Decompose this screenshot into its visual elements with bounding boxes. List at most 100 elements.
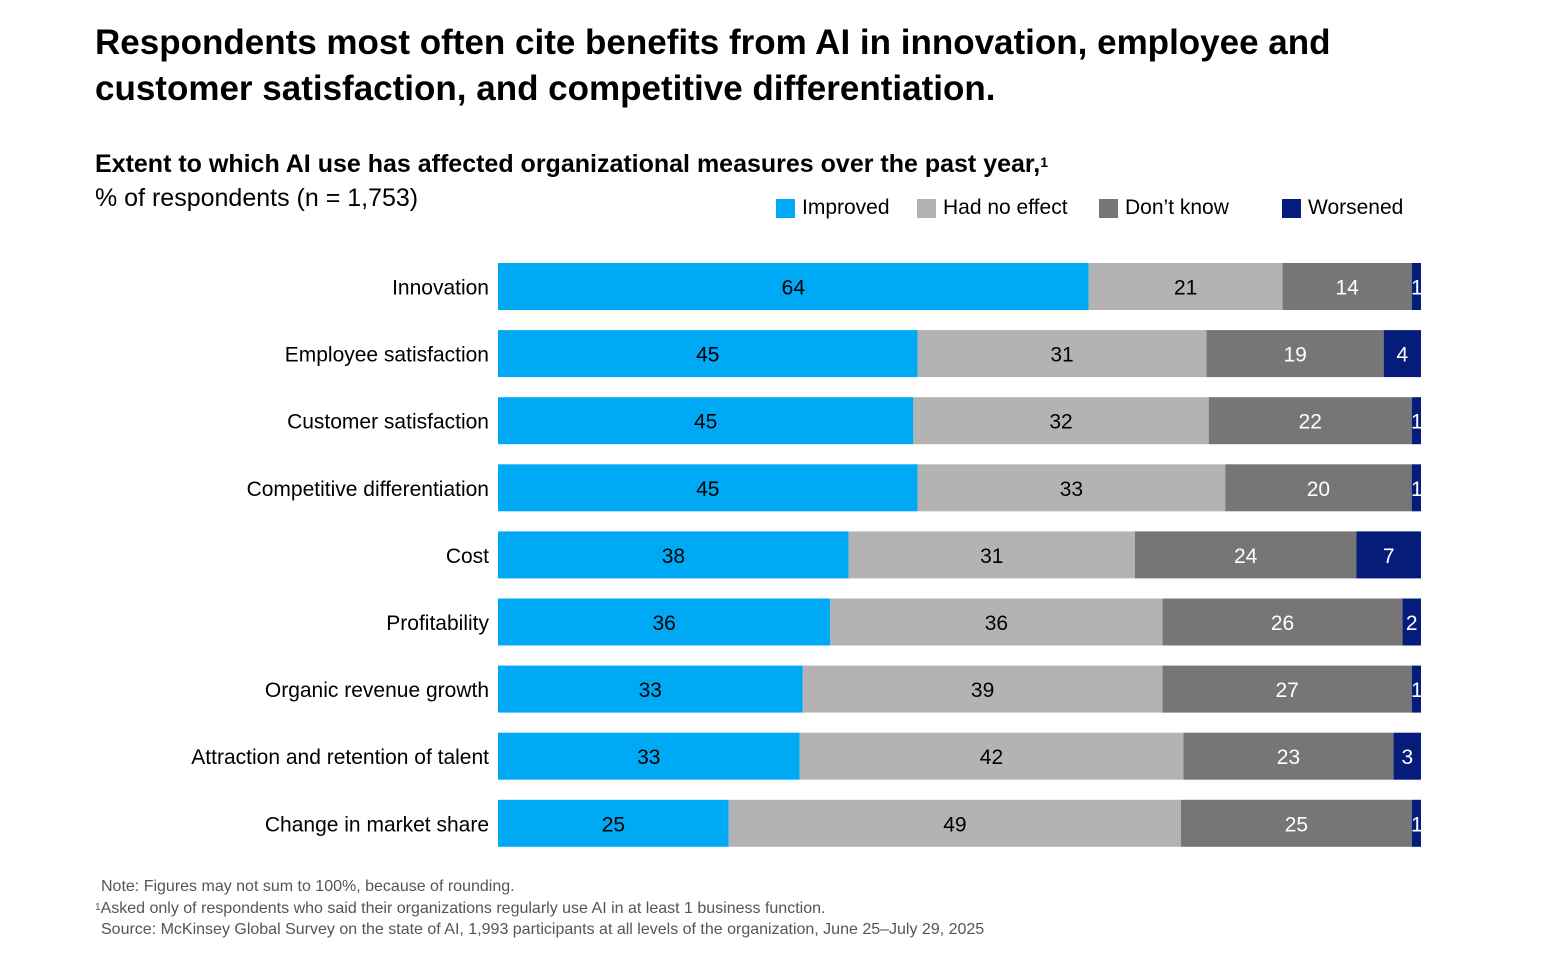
bar-segment-attraction-and-retention-of-talent-don-t-know xyxy=(1183,732,1394,780)
data-label-innovation-improved: 64 xyxy=(782,277,806,300)
bar-segment-profitability-worsened xyxy=(1402,598,1421,646)
data-label-cost-had-no-effect: 31 xyxy=(980,545,1003,568)
data-label-employee-satisfaction-improved: 45 xyxy=(696,344,719,367)
bar-segment-customer-satisfaction-worsened xyxy=(1411,397,1421,445)
category-label-cost: Cost xyxy=(446,545,489,568)
chart-subtitle-text: Extent to which AI use has affected orga… xyxy=(95,150,1041,178)
data-label-customer-satisfaction-improved: 45 xyxy=(694,411,717,434)
data-label-innovation-had-no-effect: 21 xyxy=(1174,277,1197,300)
category-label-employee-satisfaction: Employee satisfaction xyxy=(285,344,489,367)
data-label-employee-satisfaction-don-t-know: 19 xyxy=(1283,344,1306,367)
bar-segment-customer-satisfaction-had-no-effect xyxy=(913,397,1209,445)
bar-segment-employee-satisfaction-improved xyxy=(498,330,918,378)
data-label-competitive-differentiation-don-t-know: 20 xyxy=(1307,478,1330,501)
category-label-competitive-differentiation: Competitive differentiation xyxy=(247,478,489,501)
data-label-change-in-market-share-improved: 25 xyxy=(602,813,625,836)
legend-swatch-worsened xyxy=(1282,198,1301,218)
category-label-organic-revenue-growth: Organic revenue growth xyxy=(265,679,489,702)
bar-segment-innovation-don-t-know xyxy=(1282,263,1412,310)
bar-segment-organic-revenue-growth-had-no-effect xyxy=(802,665,1163,713)
bar-segment-cost-worsened xyxy=(1356,531,1421,579)
data-label-change-in-market-share-worsened: 1 xyxy=(1411,813,1423,836)
bar-segment-competitive-differentiation-worsened xyxy=(1411,464,1421,512)
bar-segment-innovation-worsened xyxy=(1411,263,1421,310)
bar-segment-change-in-market-share-improved xyxy=(498,799,729,847)
bar-segment-customer-satisfaction-improved xyxy=(498,397,914,445)
legend-item-no-effect: Had no effect xyxy=(917,196,1068,220)
bar-segment-competitive-differentiation-had-no-effect xyxy=(917,464,1226,512)
bar-segment-organic-revenue-growth-don-t-know xyxy=(1162,665,1412,713)
data-label-change-in-market-share-don-t-know: 25 xyxy=(1285,813,1308,836)
bar-segment-attraction-and-retention-of-talent-improved xyxy=(498,732,800,780)
legend-swatch-dont-know xyxy=(1099,198,1118,218)
data-label-innovation-worsened: 1 xyxy=(1411,277,1423,300)
legend-label-no-effect: Had no effect xyxy=(943,196,1068,219)
chart-subtitle: Extent to which AI use has affected orga… xyxy=(95,148,1048,180)
category-label-profitability: Profitability xyxy=(386,612,489,635)
legend-item-dont-know: Don’t know xyxy=(1099,196,1229,220)
bar-segment-attraction-and-retention-of-talent-had-no-effect xyxy=(799,732,1184,780)
data-label-attraction-and-retention-of-talent-had-no-effect: 42 xyxy=(980,746,1003,769)
source-text: Source: McKinsey Global Survey on the st… xyxy=(101,921,985,938)
data-label-customer-satisfaction-don-t-know: 22 xyxy=(1299,411,1322,434)
data-label-attraction-and-retention-of-talent-improved: 33 xyxy=(637,746,660,769)
bar-segment-attraction-and-retention-of-talent-worsened xyxy=(1393,732,1421,780)
legend-item-worsened: Worsened xyxy=(1282,196,1403,220)
chart-legend: Improved Had no effect Don’t know Worsen… xyxy=(0,196,1562,222)
units-label: % of respondents (n = 1,753) xyxy=(95,184,419,212)
bar-segment-customer-satisfaction-don-t-know xyxy=(1208,397,1412,445)
data-label-organic-revenue-growth-worsened: 1 xyxy=(1411,679,1423,702)
bar-segment-innovation-improved xyxy=(498,263,1089,310)
subtitle-footnote-mark: 1 xyxy=(1040,154,1048,170)
bar-segment-innovation-had-no-effect xyxy=(1088,263,1283,310)
data-label-organic-revenue-growth-had-no-effect: 39 xyxy=(971,679,994,702)
data-label-competitive-differentiation-improved: 45 xyxy=(696,478,719,501)
bar-segment-organic-revenue-growth-worsened xyxy=(1411,665,1421,713)
footnote-text: Asked only of respondents who said their… xyxy=(100,899,826,917)
bar-segment-profitability-don-t-know xyxy=(1162,598,1403,646)
footnote-mark: 1 xyxy=(95,901,101,913)
data-label-competitive-differentiation-worsened: 1 xyxy=(1411,478,1423,501)
bar-segment-cost-had-no-effect xyxy=(848,531,1135,579)
data-label-customer-satisfaction-worsened: 1 xyxy=(1411,411,1423,434)
bar-segment-employee-satisfaction-worsened xyxy=(1383,330,1421,378)
data-label-customer-satisfaction-had-no-effect: 32 xyxy=(1049,411,1072,434)
bar-segment-profitability-had-no-effect xyxy=(830,598,1163,646)
category-label-change-in-market-share: Change in market share xyxy=(265,813,489,836)
chart-notes: Note: Figures may not sum to 100%, becau… xyxy=(95,876,984,941)
legend-label-worsened: Worsened xyxy=(1308,196,1404,219)
data-label-change-in-market-share-had-no-effect: 49 xyxy=(943,813,966,836)
data-label-cost-don-t-know: 24 xyxy=(1234,545,1258,568)
legend-label-dont-know: Don’t know xyxy=(1125,196,1229,219)
bar-segment-competitive-differentiation-improved xyxy=(498,464,918,512)
data-label-organic-revenue-growth-don-t-know: 27 xyxy=(1275,679,1298,702)
bar-segment-cost-improved xyxy=(498,531,849,579)
legend-item-improved: Improved xyxy=(776,196,890,220)
bar-segment-competitive-differentiation-don-t-know xyxy=(1225,464,1412,512)
data-label-profitability-worsened: 2 xyxy=(1406,612,1418,635)
bar-segment-change-in-market-share-don-t-know xyxy=(1181,799,1412,847)
data-label-cost-improved: 38 xyxy=(662,545,685,568)
bar-segment-cost-don-t-know xyxy=(1134,531,1357,579)
bar-segment-employee-satisfaction-don-t-know xyxy=(1206,330,1384,378)
bar-segment-organic-revenue-growth-improved xyxy=(498,665,803,713)
bar-segment-change-in-market-share-worsened xyxy=(1411,799,1421,847)
category-label-customer-satisfaction: Customer satisfaction xyxy=(287,411,489,434)
data-label-innovation-don-t-know: 14 xyxy=(1335,277,1359,300)
bar-segment-profitability-improved xyxy=(498,598,831,646)
data-label-profitability-don-t-know: 26 xyxy=(1271,612,1294,635)
legend-swatch-improved xyxy=(776,198,795,218)
category-label-innovation: Innovation xyxy=(392,277,489,300)
legend-swatch-no-effect xyxy=(917,198,936,218)
data-label-employee-satisfaction-had-no-effect: 31 xyxy=(1050,344,1073,367)
footnote: 1Asked only of respondents who said thei… xyxy=(95,898,984,920)
data-label-employee-satisfaction-worsened: 4 xyxy=(1397,344,1409,367)
bar-segment-change-in-market-share-had-no-effect xyxy=(728,799,1182,847)
note-text: Note: Figures may not sum to 100%, becau… xyxy=(101,878,515,895)
data-label-profitability-had-no-effect: 36 xyxy=(985,612,1008,635)
data-label-attraction-and-retention-of-talent-worsened: 3 xyxy=(1401,746,1413,769)
bar-segment-employee-satisfaction-had-no-effect xyxy=(917,330,1207,378)
data-label-attraction-and-retention-of-talent-don-t-know: 23 xyxy=(1277,746,1300,769)
data-label-cost-worsened: 7 xyxy=(1383,545,1395,568)
